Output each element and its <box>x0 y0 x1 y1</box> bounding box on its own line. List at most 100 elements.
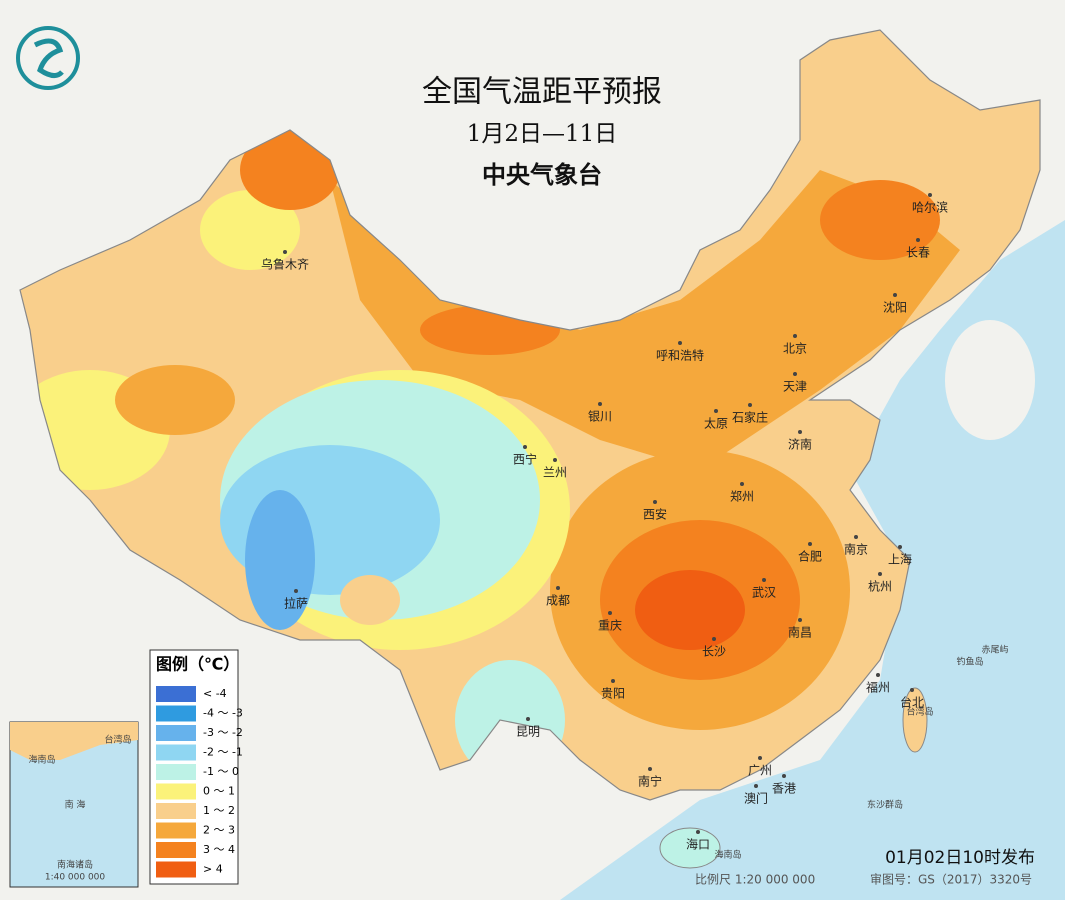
city-dot <box>611 679 615 683</box>
legend-swatch <box>156 783 196 800</box>
city-label: 兰州 <box>543 466 567 480</box>
city-label: 南京 <box>844 542 868 557</box>
city-dot <box>553 458 557 462</box>
city-label: 沈阳 <box>883 300 907 315</box>
city-dot <box>876 673 880 677</box>
city-dot <box>762 578 766 582</box>
city-label: 银川 <box>588 410 612 424</box>
city-dot <box>740 482 744 486</box>
city-dot <box>598 402 602 406</box>
legend-swatch <box>156 705 196 722</box>
city-label: 福州 <box>866 680 890 695</box>
city-dot <box>526 717 530 721</box>
logo <box>16 26 80 90</box>
city-label: 合肥 <box>798 549 822 564</box>
legend-label: -4 ～ -3 <box>203 707 243 720</box>
city-dot <box>712 637 716 641</box>
city-label: 香港 <box>772 782 796 796</box>
taiwan <box>902 687 928 753</box>
city-label: 成都 <box>546 594 570 608</box>
logo-mark <box>33 38 64 78</box>
city-dot <box>782 774 786 778</box>
inset-scale: 1:40 000 000 <box>45 873 106 883</box>
city-dot <box>854 535 858 539</box>
city-label: 武汉 <box>752 586 776 600</box>
city-label: 济南 <box>788 437 812 452</box>
city-label: 拉萨 <box>284 596 308 611</box>
inset-label: 台湾岛 <box>104 734 131 746</box>
city-label: 广州 <box>748 764 772 778</box>
city-label: 北京 <box>783 342 807 356</box>
island-label: 赤尾屿 <box>981 645 1008 656</box>
period: 1月2日—11日 <box>467 121 618 147</box>
city-label: 太原 <box>704 416 728 431</box>
title: 全国气温距平预报 <box>422 75 662 110</box>
legend-swatch <box>156 803 196 819</box>
island-label: 海南岛 <box>714 849 741 861</box>
legend-swatch <box>156 744 196 761</box>
legend-label: -1 ～ 0 <box>203 765 239 778</box>
city-dot <box>696 830 700 834</box>
city-label: 呼和浩特 <box>656 348 704 363</box>
legend-swatch <box>156 725 196 741</box>
anomaly-areas <box>20 130 960 780</box>
city-dot <box>714 409 718 413</box>
issued: 01月02日10时发布 <box>885 848 1035 868</box>
city-dot <box>793 372 797 376</box>
legend-swatch <box>156 764 196 780</box>
legend-label: 0 ～ 1 <box>203 785 235 798</box>
legend-label: 3 ～ 4 <box>203 843 235 856</box>
city-dot <box>898 545 902 549</box>
city-dot <box>678 341 682 345</box>
city-dot <box>283 250 287 254</box>
island-label: 台湾岛 <box>906 706 933 718</box>
city-dot <box>798 618 802 622</box>
city-dot <box>928 193 932 197</box>
city-label: 重庆 <box>598 619 622 633</box>
city-dot <box>294 589 298 593</box>
city-label: 上海 <box>888 552 912 567</box>
city-label: 西安 <box>643 507 667 522</box>
city-label: 长沙 <box>702 645 726 659</box>
review-number: 审图号：GS（2017）3320号 <box>870 872 1032 887</box>
city-label: 贵阳 <box>601 687 625 701</box>
city-label: 哈尔滨 <box>912 200 948 215</box>
legend-label: -2 ～ -1 <box>203 746 243 759</box>
city-label: 杭州 <box>868 579 892 594</box>
legend-label: -3 ～ -2 <box>203 726 243 739</box>
city-label: 台北 <box>900 695 924 710</box>
legend-label: 1 ～ 2 <box>203 804 235 817</box>
agency: 中央气象台 <box>482 161 602 189</box>
inset-land <box>10 722 138 760</box>
city-dot <box>754 784 758 788</box>
map-scale: 比例尺 1:20 000 000 <box>695 873 815 887</box>
legend-swatch <box>156 822 196 839</box>
city-dot <box>653 500 657 504</box>
inset-label: 南海诸岛 <box>57 859 93 871</box>
city-label: 乌鲁木齐 <box>261 257 309 272</box>
city-dot <box>523 445 527 449</box>
city-dot <box>916 238 920 242</box>
korea <box>945 320 1035 440</box>
city-dot <box>808 542 812 546</box>
city-label: 澳门 <box>744 791 768 806</box>
legend-swatch <box>156 861 196 878</box>
city-label: 南昌 <box>788 625 812 640</box>
legend-swatch <box>156 842 196 858</box>
legend-label: < -4 <box>203 687 227 700</box>
city-dot <box>878 572 882 576</box>
inset-label: 海南岛 <box>28 754 55 766</box>
city-label: 海口 <box>686 837 710 852</box>
legend-label: > 4 <box>203 863 223 876</box>
city-dot <box>793 334 797 338</box>
legend-swatch <box>156 686 196 702</box>
city-label: 郑州 <box>730 489 754 504</box>
city-label: 天津 <box>783 380 807 394</box>
city-label: 昆明 <box>516 725 540 739</box>
legend-label: 2 ～ 3 <box>203 824 235 837</box>
island-label: 东沙群岛 <box>867 799 903 811</box>
city-dot <box>758 756 762 760</box>
city-label: 石家庄 <box>732 410 768 425</box>
city-dot <box>893 293 897 297</box>
